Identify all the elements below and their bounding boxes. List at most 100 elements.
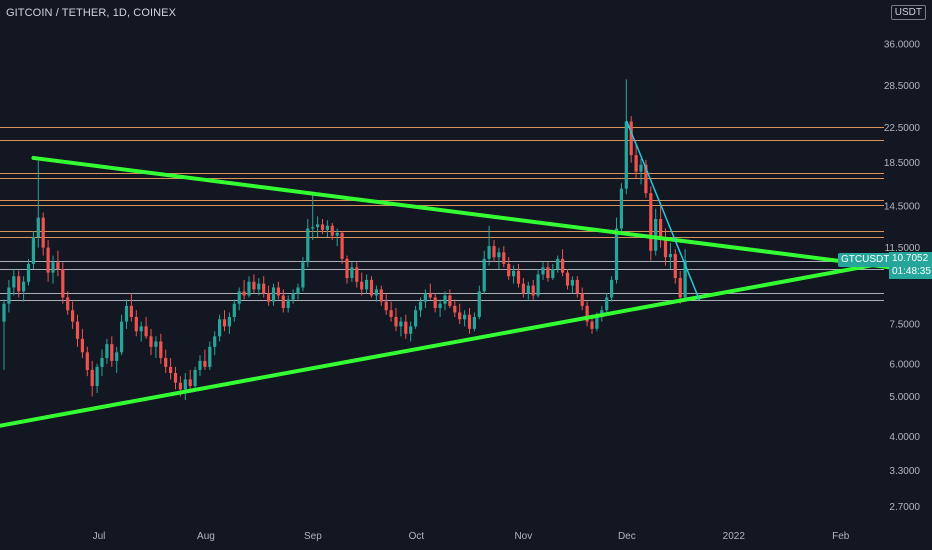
price-tick-label: 22.5000 bbox=[884, 123, 921, 134]
candle bbox=[433, 293, 437, 313]
candle-body bbox=[516, 270, 521, 284]
candle bbox=[242, 279, 246, 300]
candle bbox=[262, 276, 266, 298]
price-tick-label: 28.5000 bbox=[884, 81, 921, 92]
candle bbox=[311, 195, 315, 241]
candle-body bbox=[291, 293, 295, 300]
price-axis[interactable]: 2.7000 3.3000 4.0000 5.0000 6.0000 7.5000 11.5… bbox=[884, 39, 921, 513]
candle-body bbox=[443, 295, 447, 304]
candle bbox=[7, 279, 11, 313]
candle-body bbox=[404, 321, 408, 334]
trendline-ascending[interactable] bbox=[0, 260, 892, 431]
candle bbox=[624, 79, 628, 195]
candle bbox=[482, 250, 486, 294]
candle-body bbox=[634, 155, 638, 172]
candle bbox=[360, 272, 364, 296]
candle bbox=[203, 349, 207, 370]
candle bbox=[369, 276, 374, 298]
candle bbox=[414, 305, 418, 329]
candle bbox=[340, 231, 344, 264]
candle bbox=[448, 289, 452, 309]
time-tick-label: Feb bbox=[832, 531, 850, 542]
candle bbox=[541, 262, 545, 280]
price-tick-label: 6.0000 bbox=[889, 359, 920, 370]
candle-body bbox=[389, 310, 393, 317]
candle-body bbox=[139, 326, 143, 332]
candle bbox=[561, 249, 565, 277]
candle-body bbox=[110, 344, 114, 361]
time-tick-label: Oct bbox=[409, 531, 425, 542]
candle-body bbox=[281, 295, 285, 309]
candle-body bbox=[276, 287, 280, 296]
candle-body bbox=[556, 258, 560, 270]
candle bbox=[247, 276, 251, 298]
candle bbox=[423, 289, 427, 309]
candle-body bbox=[507, 263, 511, 277]
candle-body bbox=[237, 291, 241, 304]
candle-body bbox=[350, 267, 354, 279]
candle-body bbox=[565, 272, 570, 286]
candle-body bbox=[159, 341, 163, 358]
candle bbox=[355, 262, 359, 288]
candle bbox=[169, 357, 173, 380]
candle bbox=[668, 243, 672, 270]
candle bbox=[404, 314, 408, 339]
candle bbox=[26, 258, 31, 286]
candle bbox=[271, 283, 276, 306]
trendline-short_downtrend[interactable] bbox=[626, 120, 701, 301]
candle-body bbox=[399, 321, 403, 327]
candle-body bbox=[614, 228, 619, 280]
candle-body bbox=[154, 341, 158, 347]
candle-body bbox=[26, 263, 31, 282]
candle-body bbox=[330, 225, 334, 236]
trendline-descending[interactable] bbox=[31, 155, 892, 270]
currency-button[interactable]: USDT bbox=[890, 5, 926, 20]
candle bbox=[619, 183, 623, 233]
candle bbox=[575, 276, 579, 298]
candle-body bbox=[56, 262, 60, 270]
candle bbox=[61, 262, 65, 304]
candle bbox=[237, 287, 241, 311]
candle bbox=[183, 373, 187, 401]
candle-body bbox=[365, 279, 369, 290]
candle bbox=[335, 228, 339, 247]
candle-body bbox=[115, 352, 119, 361]
candle-body bbox=[570, 279, 574, 286]
candle bbox=[463, 310, 467, 327]
candle-body bbox=[590, 321, 594, 329]
time-tick-label: Sep bbox=[304, 531, 322, 542]
price-tick-label: 11.5000 bbox=[885, 243, 921, 254]
candle-body bbox=[394, 316, 398, 327]
candle bbox=[46, 240, 50, 282]
candle bbox=[556, 255, 560, 273]
candle bbox=[649, 186, 653, 261]
candle-body bbox=[541, 267, 545, 275]
candle bbox=[41, 212, 45, 256]
candle-body bbox=[95, 366, 99, 387]
candle-body bbox=[61, 269, 65, 298]
candle-body bbox=[654, 218, 658, 251]
candle-body bbox=[17, 276, 21, 292]
candle bbox=[198, 355, 202, 377]
candle-body bbox=[124, 305, 129, 322]
candle bbox=[644, 159, 648, 198]
candle bbox=[507, 257, 511, 280]
candle bbox=[22, 276, 26, 302]
time-tick-label: Nov bbox=[514, 531, 532, 542]
price-tick-label: 5.0000 bbox=[889, 392, 920, 403]
candle-body bbox=[144, 326, 148, 337]
trendlines[interactable] bbox=[0, 120, 892, 431]
candle bbox=[75, 314, 80, 347]
candle bbox=[487, 225, 491, 266]
candle-body bbox=[369, 279, 374, 296]
candle bbox=[291, 289, 295, 304]
candle-body bbox=[149, 336, 153, 347]
candle-body bbox=[580, 293, 584, 306]
candle bbox=[286, 295, 290, 313]
candle-body bbox=[605, 297, 609, 311]
time-axis[interactable]: Jul Aug Sep Oct Nov Dec 2022 Feb bbox=[93, 531, 850, 542]
candle-body bbox=[561, 258, 565, 273]
candle bbox=[365, 274, 369, 294]
candle-body bbox=[649, 193, 653, 251]
